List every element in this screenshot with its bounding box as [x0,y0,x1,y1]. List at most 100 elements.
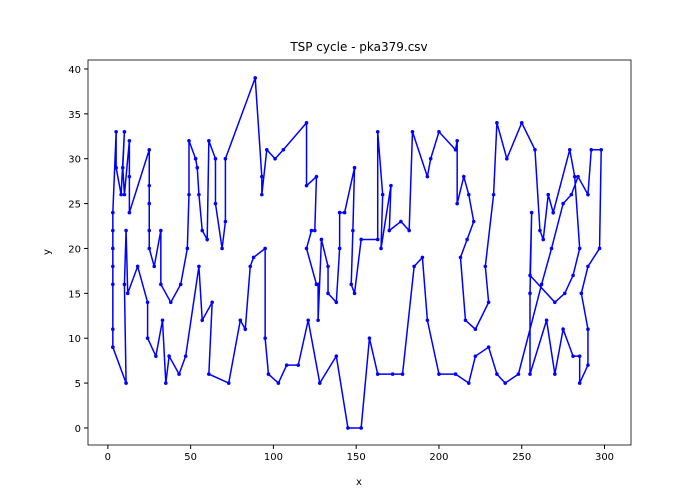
city-point [304,246,309,251]
city-point [207,138,211,143]
city-point [533,147,537,152]
city-point [164,381,168,385]
city-point [437,129,441,134]
city-point [466,192,471,197]
y-tick-label: 30 [68,155,81,166]
x-tick-label: 50 [184,452,197,463]
city-point [597,246,602,251]
city-point [334,354,339,358]
x-tick-label: 300 [595,452,614,463]
city-point [437,372,441,376]
city-point [399,219,403,224]
city-point [412,264,416,269]
city-point [183,354,188,358]
city-point [316,282,320,287]
city-point [586,363,590,367]
city-point [210,300,214,305]
city-point [586,327,590,332]
city-point [205,237,209,242]
y-tick-label: 35 [68,110,81,121]
city-point [528,372,532,376]
city-point [571,354,575,358]
city-point [187,192,191,197]
city-point [551,210,555,215]
y-tick-label: 25 [68,200,81,211]
city-point [346,426,350,430]
city-point [390,372,395,376]
city-point [349,282,354,287]
city-point [577,354,582,358]
city-point [193,156,198,161]
city-point [168,300,173,305]
city-point [567,147,572,152]
city-point [195,165,200,170]
city-point [111,327,115,332]
x-tick-label: 150 [347,452,366,463]
city-point [466,381,471,385]
city-point [359,237,363,242]
city-point [326,291,330,296]
city-point [495,372,499,376]
city-point [572,174,577,179]
y-tick-label: 40 [68,65,81,76]
city-point [314,174,319,179]
city-point [243,327,248,332]
city-point [207,372,211,376]
city-point [111,264,115,269]
city-point [160,318,165,323]
city-point [589,147,594,152]
x-tick-label: 250 [512,452,531,463]
city-point [425,174,430,179]
city-point [127,138,132,143]
x-tick-label: 200 [429,452,448,463]
city-point [260,174,264,179]
city-point [586,264,590,269]
city-point [266,372,271,376]
city-point [463,318,468,323]
city-point [465,237,469,242]
city-point [111,228,115,233]
city-point [223,219,228,224]
city-point [200,318,205,323]
city-point [516,372,521,376]
city-point [159,282,163,287]
x-axis-label: x [356,477,362,488]
city-point [145,300,150,305]
city-point [159,228,163,233]
city-point [260,192,264,197]
city-point [561,201,565,206]
city-point [167,354,171,358]
city-point [178,282,183,287]
city-point [185,246,190,251]
city-point [273,156,277,161]
city-point [177,372,181,376]
city-point [316,318,320,323]
city-point [579,291,584,296]
city-point [253,76,258,80]
chart-title: TSP cycle - pka379.csv [289,40,427,54]
tour-line [112,77,602,429]
city-point [428,156,433,161]
city-point [226,381,231,385]
city-point [213,201,218,206]
city-point [114,129,118,134]
city-point [599,147,604,152]
y-tick-label: 0 [75,424,81,435]
city-point [586,192,590,197]
city-point [352,165,357,170]
city-point [410,129,415,134]
city-point [453,372,458,376]
city-point [111,210,115,215]
city-point [313,228,317,233]
city-point [486,300,491,305]
city-point [375,129,380,134]
city-point [337,246,342,251]
city-point [407,228,411,233]
city-point [420,255,425,260]
city-point [359,426,363,430]
y-axis-label: y [42,249,53,255]
city-point [111,246,115,251]
city-point [111,345,115,349]
city-point [114,165,118,170]
city-point [309,228,314,233]
